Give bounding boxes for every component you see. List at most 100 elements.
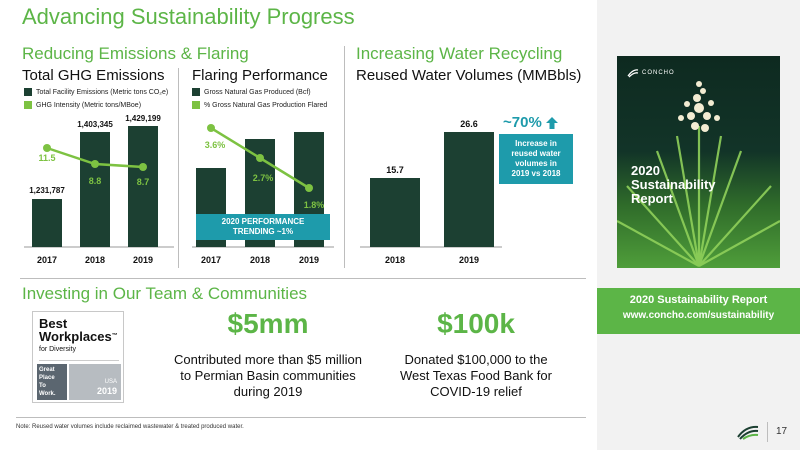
gptw-line: Great: [39, 367, 55, 373]
badge-line1: Best: [39, 316, 68, 331]
page-number: 17: [776, 426, 788, 437]
team-section-heading: Investing in Our Team & Communities: [22, 284, 308, 303]
bar-value-label: 1,231,787: [29, 186, 65, 195]
bar-value-label: 1,429,199: [125, 114, 161, 123]
trademark-mark: ™: [111, 333, 118, 339]
desc-line: to Permian Basin communities: [180, 368, 356, 383]
up-arrow-icon: [545, 116, 558, 129]
legend-item-emissions: Total Facility Emissions (Metric tons CO…: [24, 88, 168, 96]
desc-line: COVID-19 relief: [430, 384, 522, 399]
report-link-bar[interactable]: 2020 Sustainability Report www.concho.co…: [597, 288, 800, 334]
cover-line: 2020: [631, 163, 660, 178]
ghg-legend: Total Facility Emissions (Metric tons CO…: [24, 88, 168, 109]
section-rule: [20, 278, 586, 279]
agave-plant-graphic: [617, 81, 780, 267]
x-tick-label: 2018: [385, 255, 405, 265]
badge-line2-text: Workplaces: [39, 329, 112, 344]
flaring-chart: 3.6% 2.7% 1.8% 2017 2018 2019: [192, 124, 334, 265]
concho-logo: CONCHO: [627, 68, 675, 78]
bar-value-label: 26.6: [460, 119, 478, 129]
desc-line: Contributed more than $5 million: [174, 352, 362, 367]
desc-line: West Texas Food Bank for: [400, 368, 552, 383]
x-tick-label: 2019: [133, 255, 153, 265]
legend-item-gas-produced: Gross Natural Gas Produced (Bcf): [192, 88, 327, 96]
emissions-section-heading: Reducing Emissions & Flaring: [22, 44, 249, 63]
report-cover-image[interactable]: CONCHO 2020 Sustainability Report: [617, 56, 780, 268]
bar-value-label: 15.7: [386, 165, 404, 175]
performance-trend-box: 2020 PERFORMANCE TRENDING ~1%: [196, 214, 330, 240]
callout-line: Increase in: [515, 139, 557, 148]
divider: [178, 68, 179, 268]
ghg-chart-title: Total GHG Emissions: [22, 67, 165, 84]
stat-foodbank-value: $100k: [437, 308, 515, 339]
ghg-bar-2019: [128, 126, 158, 247]
ghg-chart: 11.5 8.8 8.7 1,231,787 1,403,345 1,429,1…: [24, 114, 174, 265]
x-tick-label: 2018: [85, 255, 105, 265]
concho-logo-icon: [627, 69, 639, 78]
badge-country: USA: [104, 379, 117, 385]
gptw-logo: Great Place To Work.: [37, 364, 67, 400]
intensity-point: [91, 160, 99, 168]
x-tick-label: 2017: [201, 255, 221, 265]
ghg-bar-2018: [80, 132, 110, 247]
badge-divider: [39, 360, 119, 361]
footer-rule: [16, 417, 586, 418]
legend-label: GHG Intensity (Metric tons/MBoe): [36, 101, 142, 109]
x-tick-label: 2017: [37, 255, 57, 265]
legend-swatch: [192, 101, 200, 109]
intensity-label: 8.8: [89, 176, 102, 186]
desc-line: Donated $100,000 to the: [404, 352, 548, 367]
legend-swatch: [24, 101, 32, 109]
water-chart-title: Reused Water Volumes (MMBbls): [356, 67, 582, 84]
gptw-line: Work.: [39, 391, 56, 397]
flared-point: [207, 124, 215, 132]
flaring-legend: Gross Natural Gas Produced (Bcf) % Gross…: [192, 88, 327, 109]
badge-grey-bar: USA 2019: [69, 364, 121, 400]
water-chart: 15.7 26.6 2018 2019: [360, 119, 502, 265]
x-tick-label: 2019: [299, 255, 319, 265]
water-section-heading: Increasing Water Recycling: [356, 44, 563, 63]
callout-line: 2019 vs 2018: [511, 169, 561, 178]
callout-line: reused water: [511, 149, 561, 158]
cover-title: 2020 Sustainability Report: [631, 164, 716, 206]
flared-point: [305, 184, 313, 192]
legend-item-flared: % Gross Natural Gas Production Flared: [192, 101, 327, 109]
water-bar-2019: [444, 132, 494, 247]
badge-year: 2019: [96, 386, 117, 396]
concho-footer-logo-icon: [737, 425, 759, 440]
stat-donation-value: $5mm: [227, 308, 309, 339]
bar-value-label: 1,403,345: [77, 120, 113, 129]
divider: [344, 46, 345, 268]
water-callout-headline: ~70%: [503, 114, 559, 131]
gptw-line: Place: [39, 375, 55, 381]
badge-sub: for Diversity: [39, 346, 76, 353]
report-bar-title: 2020 Sustainability Report: [629, 294, 768, 306]
footnote: Note: Reused water volumes include recla…: [16, 424, 244, 430]
flaring-chart-title: Flaring Performance: [192, 67, 328, 84]
stat-foodbank-description: Donated $100,000 to the West Texas Food …: [378, 352, 574, 400]
x-tick-label: 2018: [250, 255, 270, 265]
intensity-point: [43, 144, 51, 152]
flared-label: 2.7%: [253, 173, 274, 183]
footer-divider: [767, 422, 768, 442]
flared-label: 1.8%: [304, 200, 325, 210]
intensity-point: [139, 163, 147, 171]
intensity-label: 11.5: [38, 153, 55, 163]
water-callout-box: Increase in reused water volumes in 2019…: [499, 134, 573, 184]
page-title: Advancing Sustainability Progress: [22, 4, 355, 29]
x-tick-label: 2019: [459, 255, 479, 265]
gptw-line: To: [39, 383, 46, 389]
callout-value: ~70%: [503, 114, 542, 131]
performance-trend-line2: TRENDING ~1%: [232, 227, 294, 236]
legend-label: Gross Natural Gas Produced (Bcf): [204, 88, 311, 96]
legend-label: Total Facility Emissions (Metric tons CO…: [36, 88, 169, 96]
callout-line: volumes in: [515, 159, 557, 168]
intensity-label: 8.7: [137, 177, 150, 187]
legend-swatch: [192, 88, 200, 96]
desc-line: during 2019: [233, 384, 303, 399]
best-workplaces-badge: Best Workplaces™ for Diversity Great Pla…: [32, 311, 124, 403]
brand-name: CONCHO: [642, 70, 675, 76]
performance-trend-line1: 2020 PERFORMANCE: [221, 217, 305, 226]
legend-item-intensity: GHG Intensity (Metric tons/MBoe): [24, 101, 168, 109]
report-url-link[interactable]: www.concho.com/sustainability: [622, 310, 775, 321]
